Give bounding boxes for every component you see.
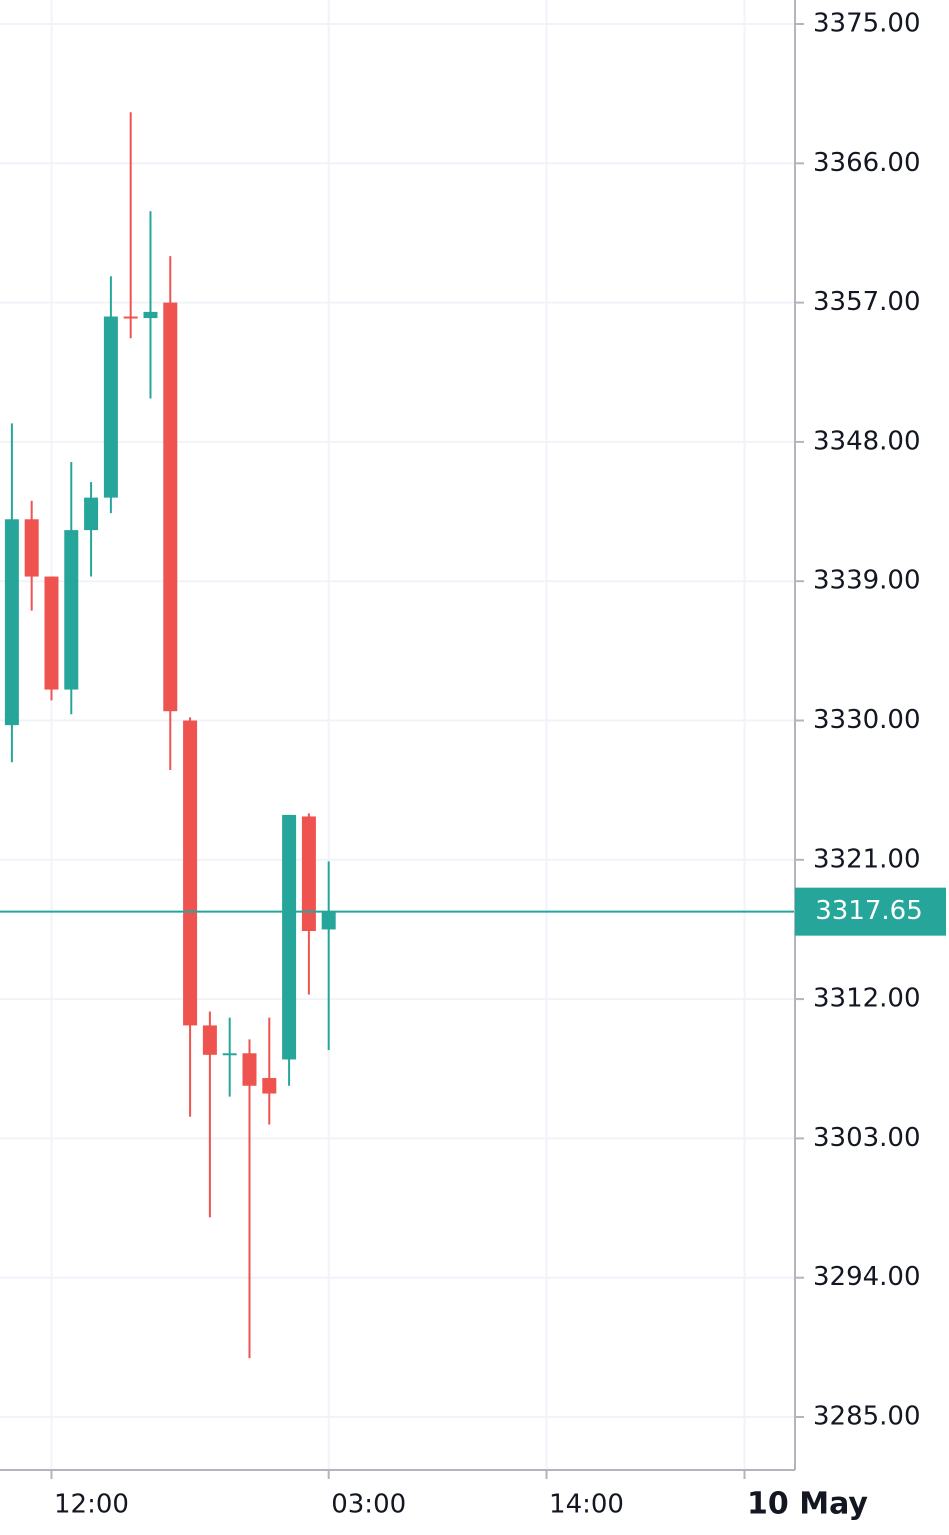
candle-body xyxy=(301,816,316,931)
candle-body xyxy=(123,316,138,319)
candle-body xyxy=(143,311,158,319)
y-tick-label: 3330.00 xyxy=(813,705,921,735)
candle-body xyxy=(103,316,118,498)
x-tick-label: 10 May xyxy=(747,1487,868,1522)
candles xyxy=(0,112,795,1359)
y-tick-label: 3357.00 xyxy=(813,287,921,317)
y-tick-label: 3303.00 xyxy=(813,1123,921,1153)
y-tick-label: 3348.00 xyxy=(813,426,921,456)
candle-body xyxy=(24,519,39,577)
axis-labels: 3375.00 3366.00 3357.00 3348.00 3339.00 3330.… xyxy=(50,9,946,1522)
last-price-label: 3317.65 xyxy=(815,896,923,926)
candle-body xyxy=(222,1053,237,1056)
x-tick-label: 12:00 xyxy=(54,1490,129,1520)
candle-body xyxy=(44,576,59,690)
y-tick-label: 3375.00 xyxy=(813,9,921,39)
candle-body xyxy=(262,1078,277,1094)
candle-body xyxy=(64,530,79,690)
y-tick-label: 3285.00 xyxy=(813,1402,921,1432)
candle-body xyxy=(84,497,99,531)
last-price-box xyxy=(795,887,946,936)
candle-body xyxy=(282,814,297,1060)
grid xyxy=(0,0,795,1470)
x-tick-label: 03:00 xyxy=(331,1490,406,1520)
candle-body xyxy=(321,911,336,930)
y-tick-label: 3339.00 xyxy=(813,566,921,596)
x-tick-label: 14:00 xyxy=(549,1490,624,1520)
y-tick-label: 3321.00 xyxy=(813,844,921,874)
y-tick-label: 3366.00 xyxy=(813,148,921,178)
candle-body xyxy=(183,720,198,1026)
candle-body xyxy=(242,1053,257,1086)
y-tick-label: 3294.00 xyxy=(813,1262,921,1292)
candle-body xyxy=(163,302,178,712)
candle-body xyxy=(4,519,19,726)
candle-body xyxy=(202,1025,217,1055)
y-tick-label: 3312.00 xyxy=(813,984,921,1014)
